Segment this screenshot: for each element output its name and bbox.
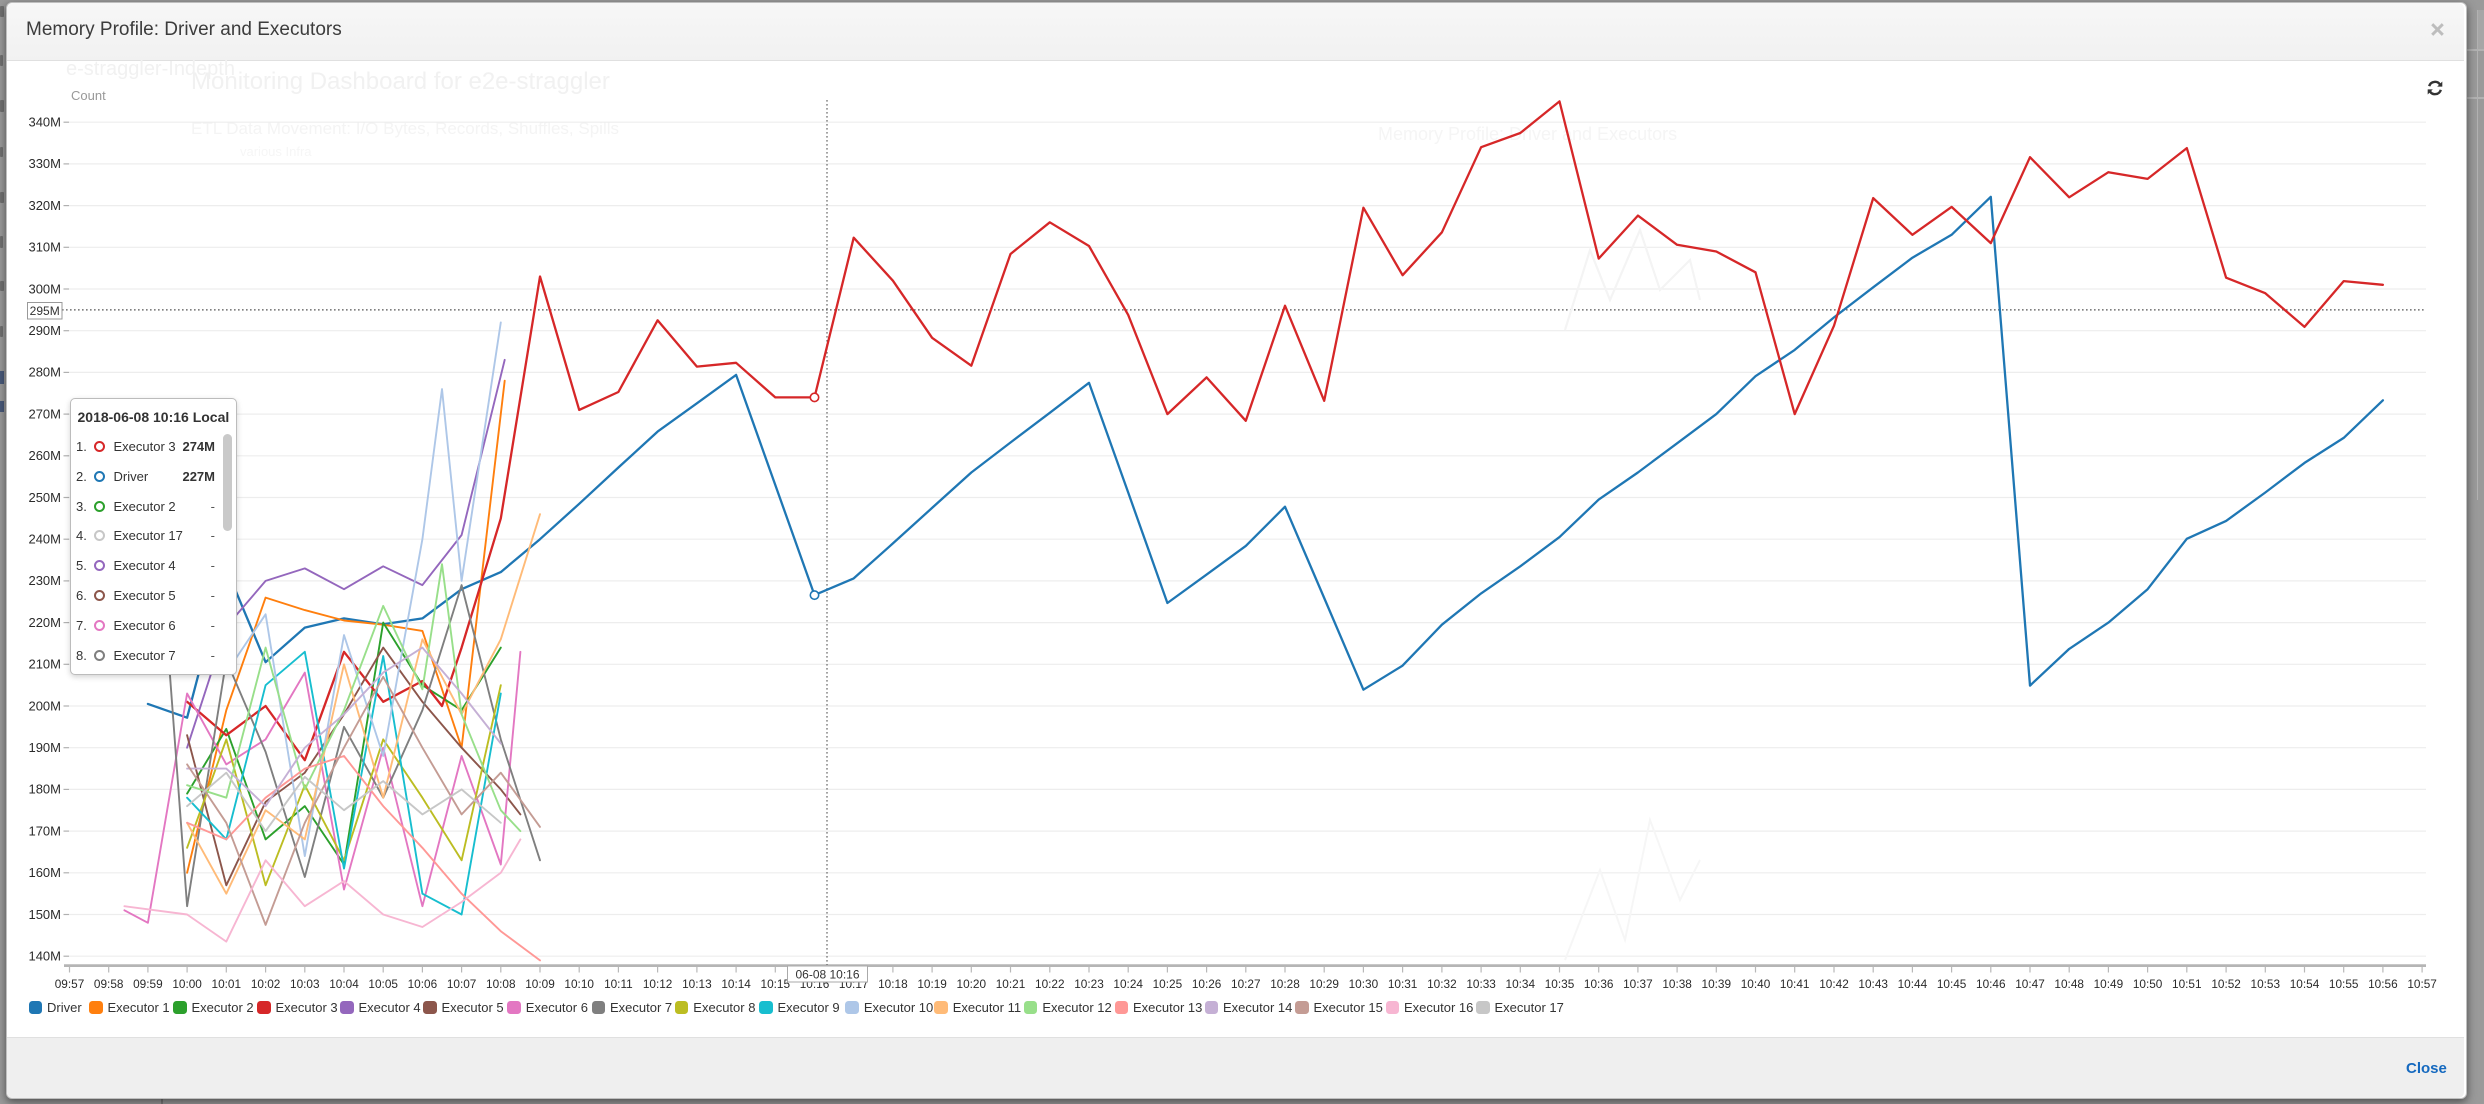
svg-text:10:34: 10:34 bbox=[1506, 977, 1536, 991]
svg-text:06-08 10:16: 06-08 10:16 bbox=[795, 967, 859, 981]
svg-text:10:12: 10:12 bbox=[643, 977, 673, 991]
svg-text:10:03: 10:03 bbox=[290, 977, 320, 991]
svg-text:10:39: 10:39 bbox=[1702, 977, 1732, 991]
svg-text:10:04: 10:04 bbox=[329, 977, 359, 991]
svg-text:10:28: 10:28 bbox=[1270, 977, 1300, 991]
svg-text:170M: 170M bbox=[28, 823, 61, 838]
svg-text:10:33: 10:33 bbox=[1466, 977, 1496, 991]
svg-text:10:36: 10:36 bbox=[1584, 977, 1614, 991]
svg-text:10:24: 10:24 bbox=[1113, 977, 1143, 991]
svg-text:200M: 200M bbox=[28, 698, 61, 713]
svg-text:240M: 240M bbox=[28, 532, 61, 547]
svg-text:10:40: 10:40 bbox=[1741, 977, 1771, 991]
svg-text:10:52: 10:52 bbox=[2211, 977, 2241, 991]
svg-text:10:54: 10:54 bbox=[2290, 977, 2320, 991]
svg-text:10:35: 10:35 bbox=[1545, 977, 1575, 991]
svg-text:10:05: 10:05 bbox=[368, 977, 398, 991]
svg-text:300M: 300M bbox=[28, 281, 61, 296]
svg-text:10:57: 10:57 bbox=[2407, 977, 2437, 991]
svg-text:10:06: 10:06 bbox=[408, 977, 438, 991]
svg-text:10:45: 10:45 bbox=[1937, 977, 1967, 991]
svg-text:10:09: 10:09 bbox=[525, 977, 555, 991]
svg-text:220M: 220M bbox=[28, 615, 61, 630]
svg-text:10:21: 10:21 bbox=[996, 977, 1026, 991]
svg-text:10:02: 10:02 bbox=[251, 977, 281, 991]
svg-text:10:41: 10:41 bbox=[1780, 977, 1810, 991]
svg-text:10:29: 10:29 bbox=[1309, 977, 1339, 991]
svg-text:310M: 310M bbox=[28, 240, 61, 255]
svg-text:10:51: 10:51 bbox=[2172, 977, 2202, 991]
svg-text:10:08: 10:08 bbox=[486, 977, 516, 991]
svg-text:09:59: 09:59 bbox=[133, 977, 163, 991]
svg-text:10:15: 10:15 bbox=[761, 977, 791, 991]
svg-text:10:07: 10:07 bbox=[447, 977, 477, 991]
svg-text:230M: 230M bbox=[28, 573, 61, 588]
svg-text:10:32: 10:32 bbox=[1427, 977, 1457, 991]
svg-text:10:56: 10:56 bbox=[2368, 977, 2398, 991]
svg-text:270M: 270M bbox=[28, 406, 61, 421]
svg-text:10:44: 10:44 bbox=[1898, 977, 1928, 991]
svg-text:10:11: 10:11 bbox=[604, 977, 633, 991]
svg-text:340M: 340M bbox=[28, 115, 61, 130]
svg-text:10:48: 10:48 bbox=[2054, 977, 2084, 991]
svg-text:10:20: 10:20 bbox=[957, 977, 987, 991]
svg-text:09:58: 09:58 bbox=[94, 977, 124, 991]
svg-text:10:38: 10:38 bbox=[1662, 977, 1692, 991]
svg-text:250M: 250M bbox=[28, 490, 61, 505]
svg-text:10:27: 10:27 bbox=[1231, 977, 1261, 991]
svg-text:320M: 320M bbox=[28, 198, 61, 213]
svg-text:10:42: 10:42 bbox=[1819, 977, 1849, 991]
svg-text:10:00: 10:00 bbox=[172, 977, 202, 991]
svg-text:10:55: 10:55 bbox=[2329, 977, 2359, 991]
svg-text:10:23: 10:23 bbox=[1074, 977, 1104, 991]
svg-text:10:43: 10:43 bbox=[1858, 977, 1888, 991]
svg-text:290M: 290M bbox=[28, 323, 61, 338]
svg-text:10:14: 10:14 bbox=[721, 977, 751, 991]
svg-text:10:46: 10:46 bbox=[1976, 977, 2006, 991]
svg-text:10:30: 10:30 bbox=[1349, 977, 1379, 991]
svg-text:150M: 150M bbox=[28, 907, 61, 922]
svg-text:10:26: 10:26 bbox=[1192, 977, 1222, 991]
svg-text:10:13: 10:13 bbox=[682, 977, 712, 991]
svg-text:210M: 210M bbox=[28, 657, 61, 672]
svg-text:10:47: 10:47 bbox=[2015, 977, 2045, 991]
svg-text:10:37: 10:37 bbox=[1623, 977, 1653, 991]
svg-text:10:53: 10:53 bbox=[2251, 977, 2281, 991]
svg-text:10:01: 10:01 bbox=[212, 977, 242, 991]
svg-text:09:57: 09:57 bbox=[55, 977, 85, 991]
svg-text:295M: 295M bbox=[30, 304, 60, 318]
svg-text:160M: 160M bbox=[28, 865, 61, 880]
svg-text:260M: 260M bbox=[28, 448, 61, 463]
svg-text:10:50: 10:50 bbox=[2133, 977, 2163, 991]
svg-text:280M: 280M bbox=[28, 365, 61, 380]
svg-text:10:18: 10:18 bbox=[878, 977, 908, 991]
svg-text:190M: 190M bbox=[28, 740, 61, 755]
svg-text:330M: 330M bbox=[28, 156, 61, 171]
svg-text:10:19: 10:19 bbox=[917, 977, 947, 991]
svg-text:10:49: 10:49 bbox=[2094, 977, 2124, 991]
svg-text:140M: 140M bbox=[28, 949, 61, 964]
svg-text:10:31: 10:31 bbox=[1388, 977, 1418, 991]
svg-text:10:10: 10:10 bbox=[564, 977, 594, 991]
svg-text:10:25: 10:25 bbox=[1153, 977, 1183, 991]
svg-text:10:22: 10:22 bbox=[1035, 977, 1065, 991]
svg-text:180M: 180M bbox=[28, 782, 61, 797]
